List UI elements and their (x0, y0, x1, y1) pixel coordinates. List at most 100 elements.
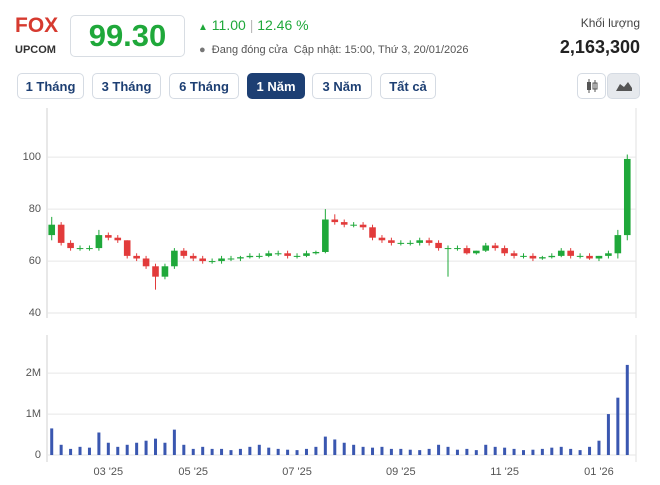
candle-body (425, 240, 433, 243)
range-button[interactable]: 3 Tháng (92, 73, 161, 99)
candle-body (350, 224, 357, 226)
volume-bar (304, 448, 308, 456)
volume-bar (50, 428, 54, 456)
candle-body (218, 258, 225, 262)
volume-bar (484, 444, 488, 456)
volume-bar (229, 450, 233, 456)
candle-body (605, 253, 612, 256)
candle-body (284, 253, 291, 256)
range-button[interactable]: 3 Năm (312, 73, 372, 99)
volume-total: 2,163,300 (559, 37, 640, 57)
candle-body (86, 248, 93, 250)
candle-body (520, 255, 527, 257)
candle-body (208, 261, 216, 263)
volume-bar (606, 414, 610, 456)
volume-bar (437, 444, 441, 456)
volume-bar (154, 438, 158, 456)
exchange: UPCOM (15, 44, 56, 56)
candle-body (180, 250, 188, 256)
volume-bar (503, 447, 507, 456)
y-tick-label: 60 (29, 255, 41, 267)
candle-body (199, 258, 206, 262)
candle-body (397, 242, 405, 244)
volume-bar (267, 447, 271, 456)
candle-body (189, 255, 197, 259)
volume-bar (87, 447, 91, 456)
candle-toggle[interactable] (577, 73, 606, 99)
x-tick-label: 01 '26 (584, 466, 614, 478)
candle-body (623, 158, 631, 236)
status-row: ● Đang đóng cửa Cập nhật: 15:00, Thứ 3, … (199, 44, 469, 56)
volume-bar (569, 448, 573, 456)
candle-body (463, 248, 471, 254)
candle-body (255, 255, 263, 257)
volume-bar (625, 364, 629, 456)
candle-body (227, 258, 235, 260)
candle-body (152, 266, 159, 277)
volume-bar (389, 448, 393, 456)
candle-body (95, 235, 103, 249)
volume-bar (588, 446, 592, 456)
volume-bar (474, 450, 478, 456)
candle-body (473, 250, 480, 254)
y-tick-label: 40 (29, 307, 41, 319)
volume-bar (559, 446, 563, 456)
candle-body (340, 222, 348, 225)
y-tick-label: 80 (29, 203, 41, 215)
volume-bar (210, 448, 214, 456)
candle-body (331, 219, 339, 223)
candle-body (539, 257, 546, 259)
volume-bar (578, 450, 582, 456)
x-tick-label: 05 '25 (178, 466, 208, 478)
x-tick-label: 11 '25 (490, 466, 519, 478)
volume-bar (172, 429, 176, 456)
y-tick-label: 1M (26, 408, 41, 420)
candle-body (435, 242, 442, 249)
volume-bar (531, 449, 535, 456)
volume-bar (616, 397, 620, 456)
candle-body (265, 253, 273, 256)
candle-body (48, 224, 56, 236)
volume-bar (106, 442, 110, 456)
candle-body (123, 240, 131, 256)
volume-bar (521, 450, 525, 456)
candle-body (510, 253, 518, 256)
change: 11.00 (211, 17, 246, 33)
candle-body (576, 255, 584, 257)
area-toggle[interactable] (607, 73, 640, 99)
volume-bar (342, 442, 346, 456)
volume-bar (446, 446, 450, 456)
candle-body (105, 235, 112, 238)
volume-bar (191, 448, 195, 456)
range-button[interactable]: Tất cả (380, 73, 436, 99)
volume-bar (399, 448, 403, 456)
volume-bar (135, 442, 139, 456)
candle-body (548, 255, 556, 258)
range-button[interactable]: 6 Tháng (169, 73, 239, 99)
candle-body (614, 235, 622, 254)
candle-body (454, 248, 461, 250)
range-button[interactable]: 1 Năm (247, 73, 305, 99)
range-button[interactable]: 1 Tháng (17, 73, 84, 99)
candle-body (586, 255, 593, 259)
volume-bar (69, 448, 73, 456)
candle-body (312, 251, 320, 254)
volume-bar (59, 444, 63, 456)
volume-bar (493, 446, 497, 456)
y-tick-label: 2M (26, 367, 41, 379)
candle-body (501, 248, 508, 254)
candle-body (161, 266, 169, 277)
volume-bar (380, 446, 384, 456)
volume-bar (465, 448, 469, 456)
candle-body (359, 224, 367, 228)
y-tick-label: 0 (35, 449, 41, 461)
x-tick-label: 07 '25 (282, 466, 312, 478)
candle-body (114, 237, 122, 241)
candle-body (406, 242, 414, 244)
updated: Cập nhật: 15:00, Thứ 3, 20/01/2026 (293, 44, 469, 56)
candle-body (378, 237, 386, 241)
x-tick-label: 03 '25 (94, 466, 124, 478)
volume-bar (182, 444, 186, 456)
candle-body (595, 255, 603, 259)
volume-bar (540, 448, 544, 456)
